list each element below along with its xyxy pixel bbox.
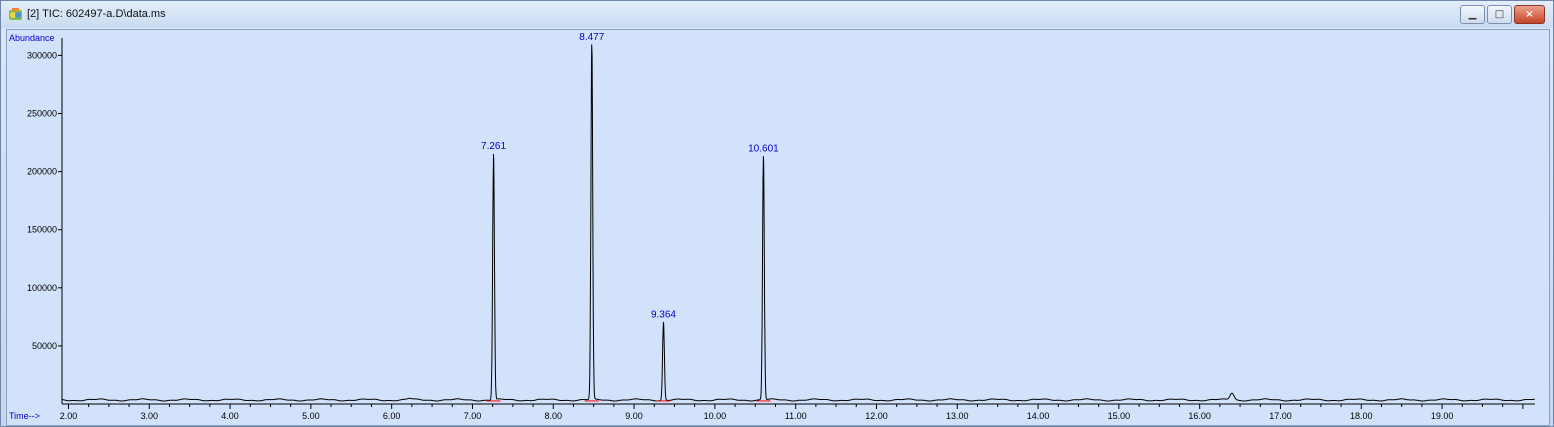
x-tick-label: 18.00	[1350, 411, 1373, 421]
peak-label: 8.477	[579, 32, 604, 43]
y-tick-label: 150000	[27, 225, 57, 235]
window-title: [2] TIC: 602497-a.D\data.ms	[27, 8, 166, 20]
y-tick-label: 300000	[27, 50, 57, 60]
x-tick-label: 14.00	[1027, 411, 1050, 421]
x-tick-label: 13.00	[946, 411, 969, 421]
x-tick-label: 2.00	[60, 411, 78, 421]
x-tick-label: 19.00	[1431, 411, 1454, 421]
close-button[interactable]: ×	[1514, 5, 1545, 24]
chromatogram-app-icon	[9, 8, 22, 20]
plot-axes: Abundance Time--> 50000 100000 150000 200000 2…	[9, 33, 1535, 421]
chromatogram-trace-line	[61, 44, 1535, 402]
peak-label: 7.261	[481, 141, 506, 152]
y-tick-label: 200000	[27, 167, 57, 177]
x-tick-label: 8.00	[545, 411, 563, 421]
x-tick-label: 17.00	[1269, 411, 1292, 421]
x-tick-label: 10.00	[704, 411, 727, 421]
maximize-button[interactable]: □	[1487, 5, 1512, 24]
x-tick-label: 4.00	[221, 411, 239, 421]
chromatogram-chart: Abundance Time--> 50000 100000 150000 200000 2…	[9, 32, 1535, 421]
minimize-icon: ▁	[1468, 9, 1477, 20]
y-axis-title: Abundance	[9, 33, 55, 43]
maximize-icon: □	[1494, 9, 1505, 20]
x-tick-label: 7.00	[464, 411, 482, 421]
x-tick-label: 11.00	[785, 411, 807, 421]
close-icon: ×	[1525, 9, 1534, 20]
x-tick-label: 5.00	[302, 411, 320, 421]
x-tick-label: 9.00	[625, 411, 643, 421]
peak-labels: 7.261 8.477 9.364 10.601	[481, 32, 779, 321]
chromatogram-plot-area[interactable]: Abundance Time--> 50000 100000 150000 200000 2…	[6, 29, 1550, 426]
minimize-button[interactable]: ▁	[1460, 5, 1485, 24]
x-tick-label: 6.00	[383, 411, 401, 421]
y-tick-label: 50000	[32, 341, 57, 351]
peak-label: 10.601	[748, 143, 779, 154]
x-tick-label: 15.00	[1108, 411, 1131, 421]
x-tick-label: 16.00	[1188, 411, 1211, 421]
peak-label: 9.364	[651, 310, 676, 321]
y-tick-label: 100000	[27, 283, 57, 293]
chart-marks	[61, 44, 1535, 402]
x-axis-title: Time-->	[9, 411, 40, 421]
x-tick-label: 3.00	[140, 411, 158, 421]
y-tick-label: 250000	[27, 109, 57, 119]
x-tick-label: 12.00	[865, 411, 888, 421]
title-bar[interactable]: [2] TIC: 602497-a.D\data.ms ▁ □ ×	[1, 1, 1553, 28]
